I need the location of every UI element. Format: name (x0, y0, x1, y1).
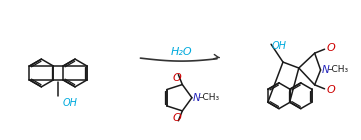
Text: O: O (173, 113, 182, 123)
Text: N: N (193, 93, 201, 103)
Text: –CH₃: –CH₃ (327, 66, 349, 74)
Text: H₂O: H₂O (171, 47, 192, 57)
Text: N: N (322, 65, 329, 75)
Text: O: O (327, 43, 335, 53)
Text: OH: OH (272, 41, 287, 51)
Text: OH: OH (62, 98, 77, 108)
Text: O: O (327, 85, 335, 95)
Text: –CH₃: –CH₃ (199, 93, 220, 102)
Text: O: O (173, 73, 182, 83)
